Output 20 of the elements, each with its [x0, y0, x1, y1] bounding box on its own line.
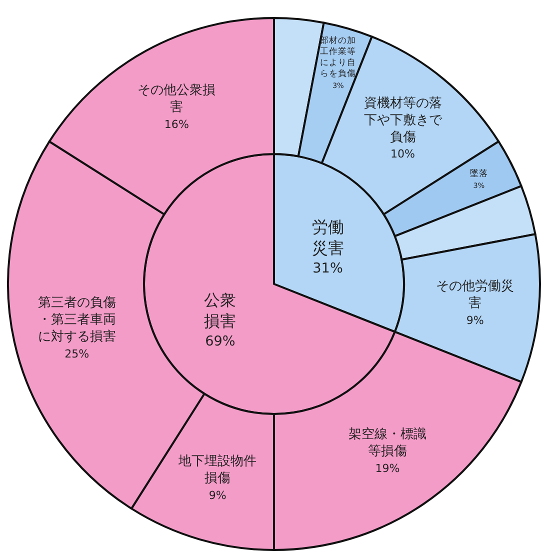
data-label: 9%: [208, 488, 226, 502]
data-label: 10%: [390, 147, 416, 160]
slice: 地下埋設物件損傷 9%: [130, 392, 275, 551]
slice: その他労働災害 9%: [394, 233, 541, 383]
slice-label: その他労働災害: [436, 278, 514, 311]
data-label: 9%: [466, 313, 484, 326]
slice-label: 資機材等の落下や下敷きで負傷: [364, 96, 443, 144]
slice-label: 墜落: [470, 168, 488, 180]
data-label: 31%: [312, 260, 343, 276]
slice-label: 労働災害: [312, 217, 344, 257]
data-label: 19%: [375, 461, 400, 474]
data-label: 16%: [164, 117, 189, 130]
slice-label: 架空線・標識等損傷: [348, 426, 427, 459]
slice-label: 地下埋設物件損傷: [178, 454, 257, 486]
slice: その他公衆損害 16%: [48, 17, 275, 216]
slice-label: 第三者の負傷・第三者車両に対する損害: [38, 295, 116, 344]
data-label: 25%: [64, 346, 90, 360]
slice-label: 公衆損害: [204, 290, 236, 330]
slice-label: その他公衆損害: [138, 82, 216, 114]
data-label: 69%: [205, 333, 236, 350]
